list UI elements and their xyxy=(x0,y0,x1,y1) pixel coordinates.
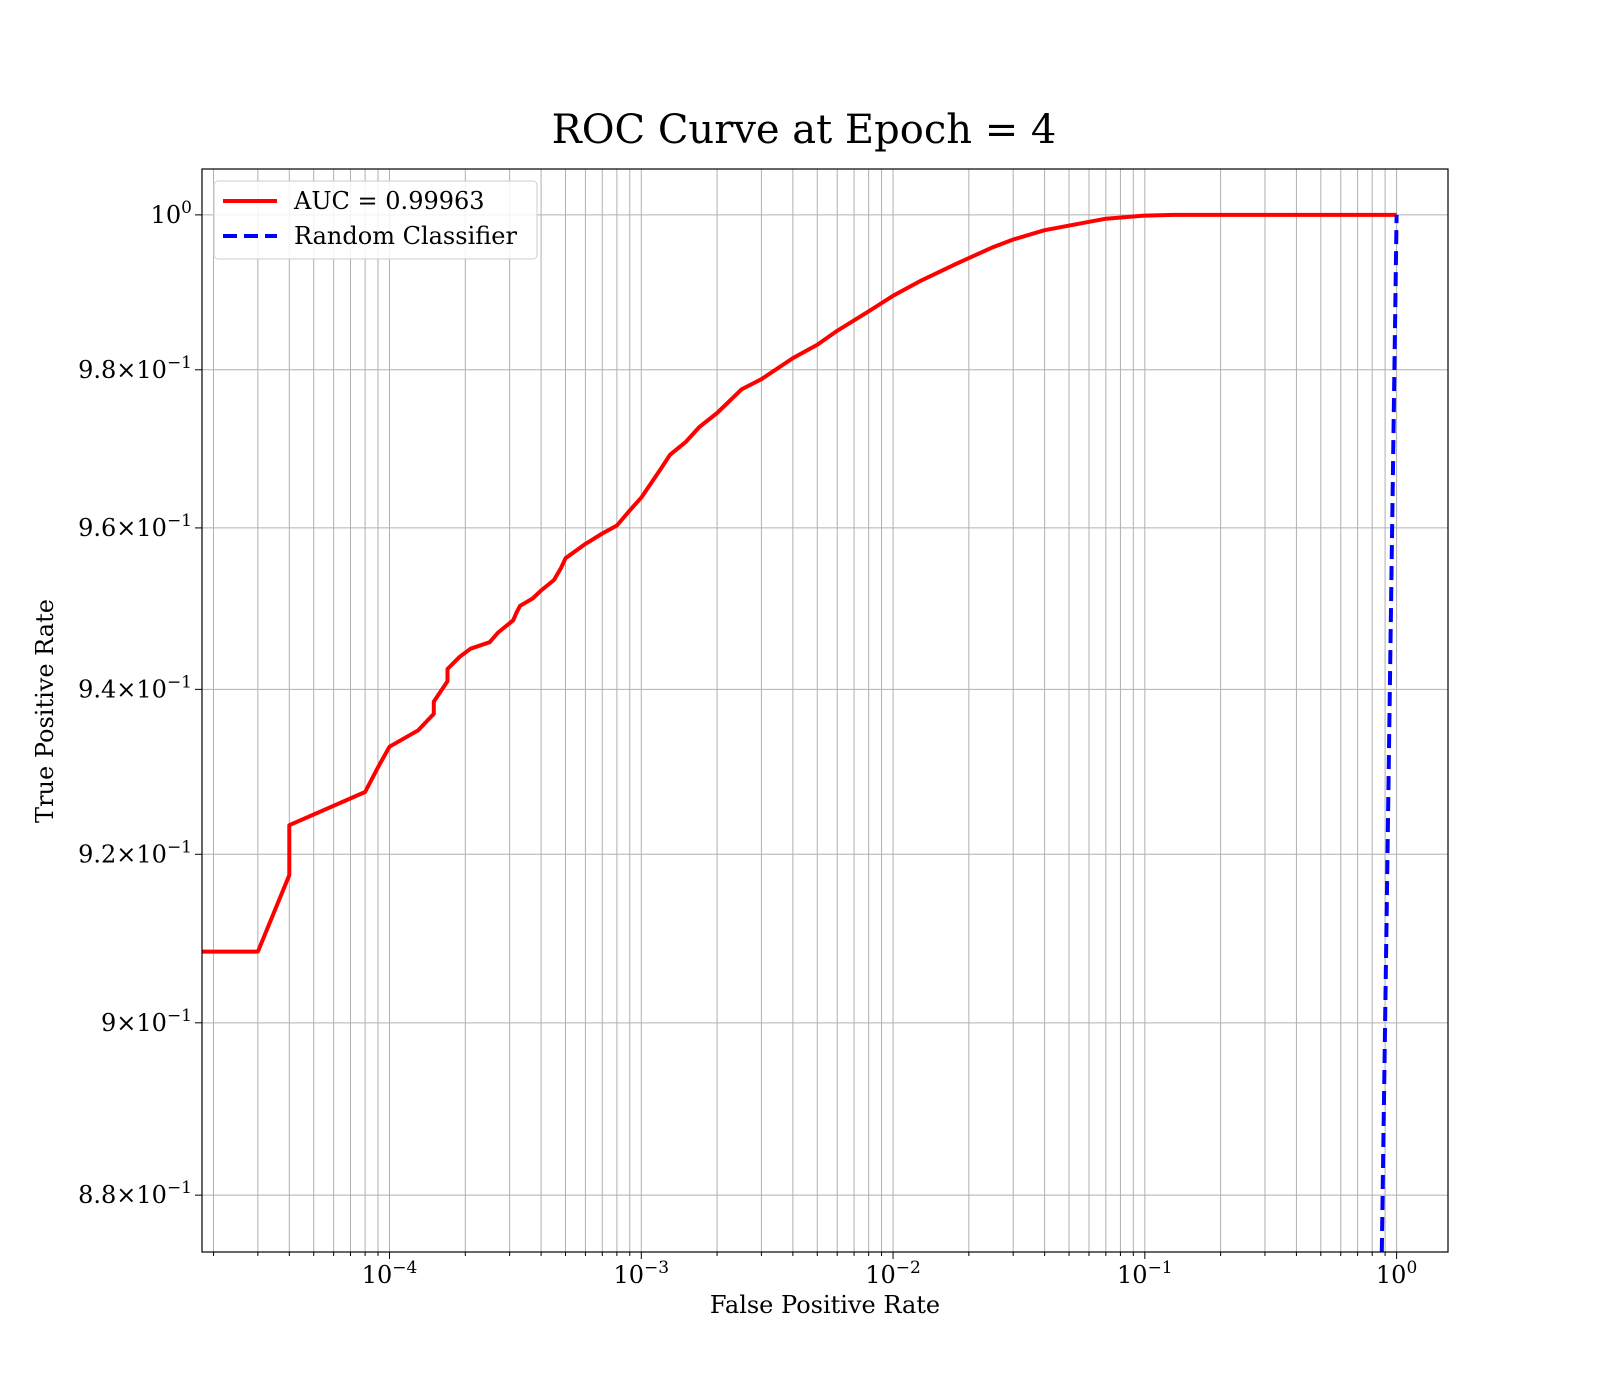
y-tick-label: 9.6×10−1 xyxy=(78,511,192,542)
grid xyxy=(202,169,1448,1252)
plot-frame xyxy=(201,168,1449,1253)
x-tick-label: 100 xyxy=(1376,1258,1417,1289)
y-tick-label: 9.4×10−1 xyxy=(78,672,192,703)
legend: AUC = 0.99963 Random Classifier xyxy=(213,180,538,260)
y-tick-label: 9.8×10−1 xyxy=(78,353,192,384)
x-tick-label: 10−2 xyxy=(865,1258,921,1289)
ticks: 10−4 10−3 10−2 10−1 100 100 9.8×10−1 9.6×10−1 9.… xyxy=(78,198,1417,1289)
y-tick-label: 9.2×10−1 xyxy=(78,837,192,868)
x-axis-label: False Positive Rate xyxy=(710,1291,940,1319)
chart-title: ROC Curve at Epoch = 4 xyxy=(552,107,1057,153)
legend-label-random: Random Classifier xyxy=(294,222,517,250)
x-tick-label: 10−3 xyxy=(613,1258,669,1289)
legend-label-auc: AUC = 0.99963 xyxy=(293,187,485,215)
x-tick-label: 10−1 xyxy=(1117,1258,1173,1289)
y-tick-label: 9×10−1 xyxy=(101,1006,192,1037)
legend-box xyxy=(213,180,538,260)
series-layer xyxy=(202,212,1399,1252)
x-tick-label: 10−4 xyxy=(362,1258,418,1289)
roc-curve-line xyxy=(202,212,1397,954)
y-tick-label: 8.8×10−1 xyxy=(78,1178,192,1209)
random-classifier-line xyxy=(1379,214,1399,1252)
y-tick-label: 100 xyxy=(151,198,192,229)
y-axis-label: True Positive Rate xyxy=(31,599,59,823)
